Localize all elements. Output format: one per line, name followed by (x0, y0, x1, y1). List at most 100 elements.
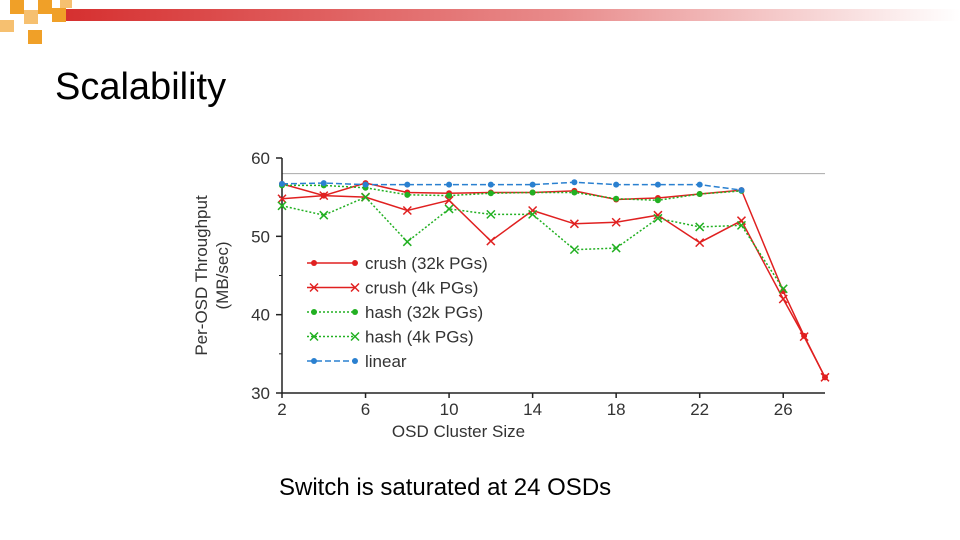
legend-label: hash (4k PGs) (365, 328, 474, 347)
data-point-stroke (402, 237, 412, 247)
data-point (309, 282, 319, 293)
data-point (653, 213, 663, 223)
data-point (738, 187, 745, 194)
chart-series (277, 179, 830, 382)
legend-entry: linear (307, 352, 407, 371)
data-point (446, 192, 453, 199)
series-line (282, 184, 742, 202)
deco-square (28, 30, 42, 44)
data-point (352, 309, 358, 315)
data-point (613, 195, 620, 202)
data-point (529, 181, 536, 188)
slide-title: Scalability (55, 66, 227, 108)
x-tick-label: 6 (361, 400, 370, 419)
x-tick-label: 14 (523, 400, 542, 419)
legend-entry: hash (32k PGs) (307, 303, 483, 322)
data-point (350, 331, 360, 342)
data-point-stroke (611, 217, 621, 227)
data-point-stroke (569, 219, 579, 229)
data-point-stroke (444, 204, 454, 214)
data-point (653, 210, 663, 220)
legend-label: linear (365, 352, 407, 371)
data-point-stroke (277, 194, 287, 204)
y-tick-label: 40 (251, 306, 270, 325)
deco-square (10, 0, 24, 14)
data-point-stroke (778, 294, 788, 304)
series-hash-4k-pgs- (277, 192, 788, 294)
data-point-stroke (486, 209, 496, 219)
data-point (350, 282, 360, 293)
data-point (654, 181, 661, 188)
data-point (279, 180, 285, 187)
x-tick-label: 10 (440, 400, 459, 419)
chart-legend: crush (32k PGs) crush (4k PGs) hash (32k P… (307, 254, 488, 371)
legend-label: crush (4k PGs) (365, 279, 478, 298)
data-point (486, 236, 496, 246)
data-point-stroke (569, 245, 579, 255)
data-point (404, 191, 411, 198)
data-point-stroke (402, 205, 412, 216)
y-axis-label: Per-OSD Throughput (MB/sec) (192, 195, 232, 356)
series-line (281, 181, 742, 191)
x-tick-label: 18 (607, 400, 626, 419)
legend-entry: crush (32k PGs) (307, 254, 488, 273)
data-point (613, 181, 620, 188)
data-point (277, 201, 287, 211)
y-tick-label: 60 (251, 149, 270, 168)
data-point (362, 181, 369, 188)
data-point (696, 181, 703, 188)
data-point-stroke (309, 282, 319, 293)
data-point (319, 210, 329, 220)
data-point (695, 238, 705, 248)
data-point (528, 205, 538, 216)
data-point (695, 222, 705, 232)
deco-square (52, 8, 66, 22)
data-point-stroke (361, 192, 371, 202)
series-linear (279, 179, 745, 194)
data-point (277, 194, 287, 204)
legend-entry: crush (4k PGs) (307, 279, 478, 298)
data-point (402, 205, 412, 216)
data-point (361, 192, 371, 202)
data-point (611, 217, 621, 227)
data-point (311, 260, 317, 266)
data-point (444, 195, 454, 205)
x-axis-label: OSD Cluster Size (392, 422, 525, 441)
data-point-stroke (350, 282, 360, 293)
data-point (820, 372, 830, 382)
data-point-stroke (653, 213, 663, 223)
series-crush-32k-pgs- (279, 180, 828, 381)
deco-square (0, 20, 14, 32)
data-point-stroke (799, 332, 809, 342)
deco-square (38, 0, 52, 14)
data-point (569, 245, 579, 255)
data-point-stroke (309, 331, 319, 342)
data-point-stroke (350, 331, 360, 342)
header-decoration (0, 0, 960, 44)
data-point (571, 179, 578, 186)
data-point-stroke (611, 243, 621, 253)
data-point-stroke (319, 191, 329, 201)
deco-square (60, 0, 72, 8)
data-point (311, 309, 317, 315)
data-point-stroke (319, 210, 329, 220)
data-point-stroke (653, 210, 663, 220)
y-tick-label: 30 (251, 384, 270, 403)
data-point (320, 180, 327, 187)
y-axis-label-line: (MB/sec) (213, 242, 232, 310)
data-point (404, 181, 411, 188)
x-tick-label: 22 (690, 400, 709, 419)
data-point-stroke (695, 222, 705, 232)
legend-entry: hash (4k PGs) (307, 328, 474, 347)
data-point (402, 237, 412, 247)
data-point (528, 209, 538, 219)
data-point (352, 260, 358, 266)
deco-square (24, 10, 38, 24)
data-point (778, 284, 788, 294)
data-point-stroke (528, 209, 538, 219)
data-point-stroke (277, 201, 287, 211)
data-point (778, 294, 788, 304)
x-tick-label: 2 (277, 400, 286, 419)
